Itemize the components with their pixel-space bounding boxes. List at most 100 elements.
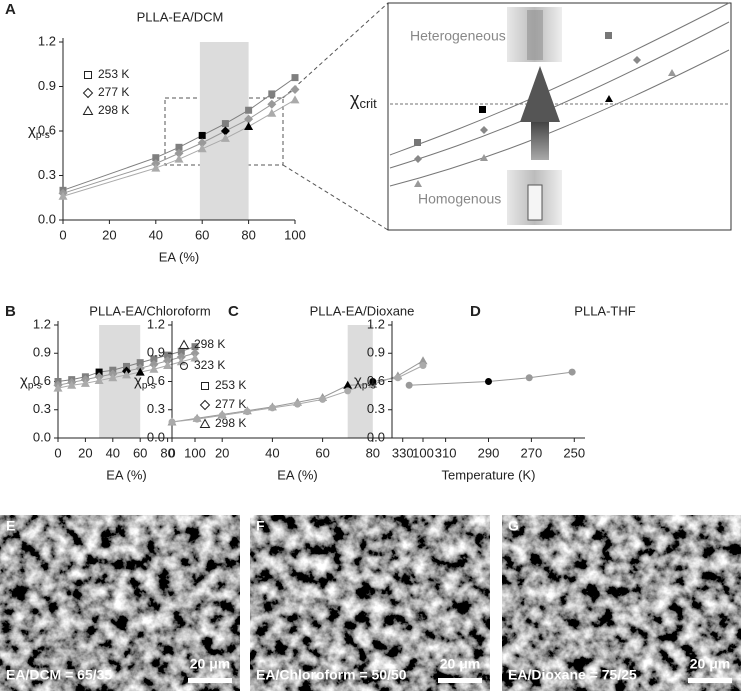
vial-photo xyxy=(527,184,543,221)
arrow xyxy=(531,122,549,160)
scale-label: 20 μm xyxy=(690,656,730,672)
legend-label: 298 K xyxy=(98,103,129,117)
critical-label: χcrit xyxy=(350,89,377,112)
legend-marker xyxy=(199,418,211,428)
arrow xyxy=(520,66,560,122)
data-point xyxy=(149,360,159,370)
data-point xyxy=(177,347,185,355)
x-tick-label: 40 xyxy=(106,445,120,460)
data-point xyxy=(344,387,352,395)
x-tick-label: 0 xyxy=(54,445,61,460)
y-axis-sub: p-s xyxy=(36,130,50,141)
x-tick-label: 40 xyxy=(265,445,279,460)
panel-label: F xyxy=(256,518,265,534)
data-point xyxy=(343,380,353,389)
data-point xyxy=(94,376,104,385)
inset-marker xyxy=(605,32,612,39)
data-point xyxy=(220,126,230,136)
y-axis-label: χp-s xyxy=(28,122,50,141)
inset-marker xyxy=(480,126,488,134)
data-point xyxy=(58,191,68,200)
data-point xyxy=(176,357,186,366)
sem-image xyxy=(250,515,490,691)
data-point xyxy=(122,370,131,379)
y-tick-label: 0.3 xyxy=(147,401,165,416)
y-tick-label: 0.9 xyxy=(367,345,385,360)
legend-label: 323 K xyxy=(194,358,225,372)
zoom-guide xyxy=(282,2,389,99)
data-point xyxy=(152,154,160,162)
shaded-region xyxy=(99,325,141,438)
chart-title: PLLA-EA/DCM xyxy=(137,9,224,24)
data-point xyxy=(197,138,207,148)
legend-marker xyxy=(82,87,94,99)
zoom-guide xyxy=(282,164,389,231)
data-point xyxy=(294,400,301,408)
data-point xyxy=(525,374,533,382)
data-point xyxy=(268,404,276,412)
y-axis-sub: p-s xyxy=(142,380,156,391)
chart-title: PLLA-EA/Chloroform xyxy=(89,303,210,318)
data-point xyxy=(108,373,118,382)
data-point xyxy=(419,361,427,369)
inset-marker xyxy=(633,56,641,64)
y-tick-label: 1.2 xyxy=(33,316,51,331)
micrograph: G EA/Dioxane = 75/25 20 μm xyxy=(502,515,741,691)
data-point xyxy=(191,343,199,351)
scale-label: 20 μm xyxy=(440,656,480,672)
data-point xyxy=(220,133,230,142)
scale-bar xyxy=(188,678,232,683)
data-point xyxy=(267,108,277,117)
data-point xyxy=(319,395,327,403)
data-point xyxy=(244,122,254,131)
scale-bar xyxy=(688,678,732,683)
x-tick-label: 60 xyxy=(133,445,147,460)
data-point xyxy=(190,348,200,358)
data-point xyxy=(190,353,200,362)
data-point xyxy=(168,418,176,426)
x-tick-label: 20 xyxy=(215,445,229,460)
y-tick-label: 1.2 xyxy=(38,33,56,48)
data-point xyxy=(267,99,277,109)
panel-label: E xyxy=(6,518,15,534)
x-axis-label: EA (%) xyxy=(159,249,199,264)
data-point xyxy=(405,381,413,389)
y-tick-label: 0.6 xyxy=(33,373,51,388)
data-point xyxy=(135,367,145,376)
critical-symbol: χ xyxy=(350,89,360,109)
inset-marker xyxy=(605,95,613,102)
y-axis-symbol: χ xyxy=(134,372,142,389)
data-point xyxy=(198,131,206,139)
y-tick-label: 0.0 xyxy=(33,429,51,444)
series-line xyxy=(171,365,424,423)
sem-caption: EA/DCM = 65/35 xyxy=(6,667,112,683)
data-point xyxy=(243,408,251,416)
legend-marker xyxy=(201,382,209,390)
x-tick-label: 40 xyxy=(149,227,163,242)
x-tick-label: 0 xyxy=(168,445,175,460)
data-point xyxy=(197,144,207,153)
panel-label: G xyxy=(508,518,519,534)
x-tick-label: 0 xyxy=(59,227,66,242)
micrograph: E EA/DCM = 65/35 20 μm xyxy=(0,515,240,691)
inset-label: Heterogeneous xyxy=(410,28,506,44)
data-point xyxy=(53,383,63,392)
y-tick-label: 0.9 xyxy=(147,345,165,360)
legend-label: 277 K xyxy=(215,397,246,411)
shaded-region xyxy=(347,325,373,438)
data-point xyxy=(149,364,159,373)
y-tick-label: 1.2 xyxy=(367,316,385,331)
data-point xyxy=(218,411,226,419)
data-point xyxy=(175,143,183,151)
x-axis-label: EA (%) xyxy=(106,467,146,482)
legend-marker xyxy=(178,339,190,349)
inset-marker xyxy=(414,180,422,187)
y-tick-label: 0.9 xyxy=(38,78,56,93)
x-tick-label: 100 xyxy=(412,445,434,460)
data-point xyxy=(123,362,130,370)
panel-label: A xyxy=(5,1,16,18)
data-point xyxy=(174,154,184,163)
data-point xyxy=(268,90,276,98)
inset-marker xyxy=(480,154,488,161)
